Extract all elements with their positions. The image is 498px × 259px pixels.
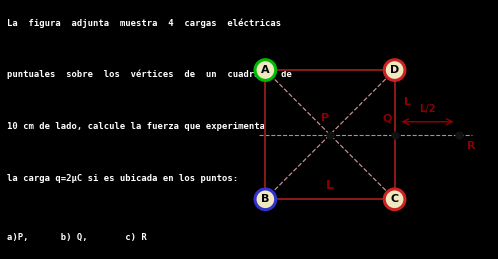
- Text: L: L: [404, 97, 411, 107]
- Text: puntuales  sobre  los  vértices  de  un  cuadrado  de: puntuales sobre los vértices de un cuadr…: [7, 70, 292, 80]
- Text: 10 cm: 10 cm: [315, 208, 345, 217]
- Text: L: L: [326, 178, 334, 192]
- Text: R: R: [467, 141, 476, 151]
- Text: A: A: [261, 65, 270, 75]
- Text: La  figura  adjunta  muestra  4  cargas  eléctricas: La figura adjunta muestra 4 cargas eléct…: [7, 18, 281, 28]
- Text: la carga q=2μC si es ubicada en los puntos:: la carga q=2μC si es ubicada en los punt…: [7, 174, 238, 183]
- Text: D: D: [390, 65, 399, 75]
- Text: Q: Q: [382, 113, 391, 123]
- Text: 10 cm de lado, calcule la fuerza que experimenta: 10 cm de lado, calcule la fuerza que exp…: [7, 122, 265, 131]
- Text: B: B: [261, 194, 269, 204]
- Text: 300 uC: 300 uC: [217, 46, 254, 55]
- Text: C: C: [390, 194, 399, 204]
- Circle shape: [384, 60, 405, 80]
- Circle shape: [255, 60, 276, 80]
- Text: a)P,      b) Q,       c) R: a)P, b) Q, c) R: [7, 233, 146, 242]
- Circle shape: [255, 189, 276, 210]
- Text: L/2: L/2: [419, 104, 435, 114]
- Text: 200 uC: 200 uC: [406, 66, 443, 75]
- Circle shape: [384, 189, 405, 210]
- Text: -200 uC: -200 uC: [213, 195, 254, 204]
- Text: 150 uC: 150 uC: [376, 219, 413, 228]
- Text: P: P: [321, 113, 329, 123]
